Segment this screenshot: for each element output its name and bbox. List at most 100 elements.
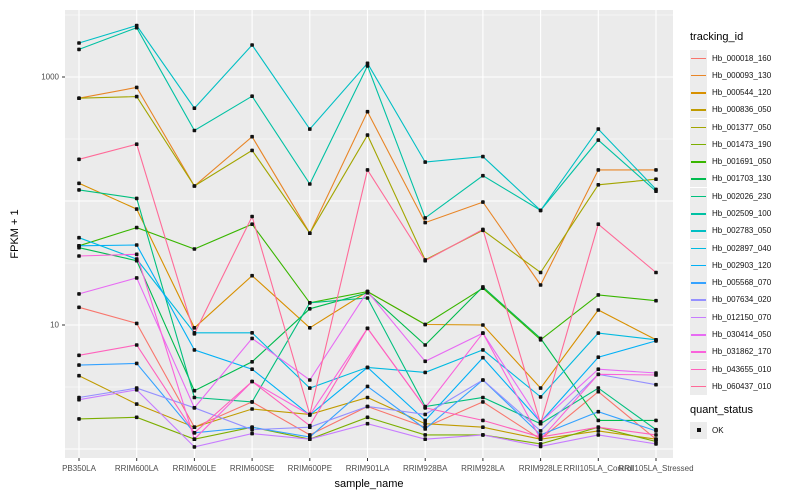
data-point xyxy=(538,429,543,433)
x-tick-label: RRIM901LA xyxy=(345,464,390,473)
data-point xyxy=(308,307,312,311)
data-point xyxy=(250,214,254,219)
data-point xyxy=(654,270,658,275)
x-tick-label: RRIM600LA xyxy=(114,464,159,473)
legend-key-line-icon xyxy=(690,222,707,240)
legend-entry-Hb_030414_050: Hb_030414_050 xyxy=(690,325,771,343)
data-point xyxy=(134,142,139,146)
data-point xyxy=(192,247,197,251)
x-tick-label: RRIM928LA xyxy=(461,464,505,473)
data-point xyxy=(250,94,254,98)
data-point xyxy=(538,270,543,275)
legend-entry-label: Hb_060437_010 xyxy=(712,381,772,391)
data-point xyxy=(423,343,427,347)
legend-key-line-icon xyxy=(690,153,707,171)
quant-ok-label: OK xyxy=(712,425,724,435)
legend-entry-label: Hb_000018_160 xyxy=(712,53,772,63)
data-point xyxy=(654,187,658,192)
legend-entry-Hb_002509_100: Hb_002509_100 xyxy=(690,205,771,223)
legend-entry-label: Hb_012150_070 xyxy=(712,312,772,322)
data-point xyxy=(481,173,485,178)
data-point xyxy=(134,402,139,406)
legend-entry-label: Hb_005568_070 xyxy=(712,278,772,288)
data-point xyxy=(481,154,485,159)
data-point xyxy=(365,326,370,331)
legend-key-line-icon xyxy=(690,274,707,292)
y-tick-label: 1000 xyxy=(41,72,59,82)
data-point xyxy=(596,168,601,172)
legend-key-line-icon xyxy=(690,325,707,343)
legend-entry-Hb_012150_070: Hb_012150_070 xyxy=(690,308,772,326)
legend-entry-label: Hb_000093_130 xyxy=(712,70,772,80)
x-tick-label: RRIM600PE xyxy=(287,464,333,473)
data-point xyxy=(77,397,81,402)
data-point xyxy=(423,427,427,431)
data-point xyxy=(134,388,139,392)
data-point xyxy=(308,437,312,441)
data-point xyxy=(77,292,81,296)
legend-key-line-icon xyxy=(690,101,707,119)
data-point xyxy=(654,298,658,303)
legend-entry-Hb_002026_230: Hb_002026_230 xyxy=(690,187,771,205)
data-point xyxy=(596,127,601,131)
legend-entry-Hb_007634_020: Hb_007634_020 xyxy=(690,291,772,309)
data-point xyxy=(192,128,197,133)
data-point xyxy=(596,138,601,142)
legend-entry-Hb_001691_050: Hb_001691_050 xyxy=(690,153,771,171)
legend-entry-Hb_031862_170: Hb_031862_170 xyxy=(690,343,771,361)
data-point xyxy=(423,437,427,441)
data-point xyxy=(134,252,139,257)
data-point xyxy=(654,442,658,446)
data-point xyxy=(596,372,601,377)
data-point xyxy=(192,431,197,435)
legend-key-line-icon xyxy=(690,135,707,153)
data-point xyxy=(596,386,601,390)
data-point xyxy=(308,127,312,131)
data-point xyxy=(365,109,370,114)
data-point xyxy=(77,353,81,358)
data-point xyxy=(596,183,601,187)
data-point xyxy=(77,96,81,100)
legend-entry-label: Hb_001377_050 xyxy=(712,122,772,132)
legend-entry-label: Hb_007634_020 xyxy=(712,295,772,305)
data-point xyxy=(423,216,427,220)
data-point xyxy=(481,348,485,352)
legend-key-line-icon xyxy=(690,239,707,257)
data-point xyxy=(538,421,543,426)
data-point xyxy=(365,395,370,400)
data-point xyxy=(365,415,370,420)
x-axis-title: sample_name xyxy=(334,478,404,490)
data-point xyxy=(423,370,427,375)
data-point xyxy=(192,184,197,188)
data-point xyxy=(134,225,139,230)
data-point xyxy=(596,429,601,433)
data-point xyxy=(250,336,254,341)
data-point xyxy=(77,47,81,52)
x-tick-label: RRIM928BA xyxy=(402,464,448,473)
data-point xyxy=(365,365,370,370)
data-point xyxy=(134,343,139,347)
data-point xyxy=(134,276,139,280)
legend-key-line-icon xyxy=(690,291,707,309)
data-point xyxy=(134,243,139,247)
data-point xyxy=(654,373,658,377)
data-point xyxy=(654,168,658,172)
data-point xyxy=(538,395,543,399)
data-point xyxy=(250,367,254,371)
legend-entry-Hb_002903_120: Hb_002903_120 xyxy=(690,256,772,274)
legend-entry-Hb_000544_120: Hb_000544_120 xyxy=(690,84,771,102)
data-point xyxy=(192,106,197,110)
legend-key-line-icon xyxy=(690,66,707,84)
data-point xyxy=(365,133,370,137)
data-point xyxy=(77,181,81,186)
data-point xyxy=(134,94,139,99)
legend-key-line-icon xyxy=(690,84,707,102)
legend-entry-label: Hb_002903_120 xyxy=(712,260,772,270)
legend-key-line-icon xyxy=(690,377,707,395)
data-point xyxy=(77,157,81,162)
data-point xyxy=(481,227,485,232)
legend-key-line-icon xyxy=(690,170,707,188)
data-point xyxy=(596,409,601,414)
data-point xyxy=(538,386,543,390)
